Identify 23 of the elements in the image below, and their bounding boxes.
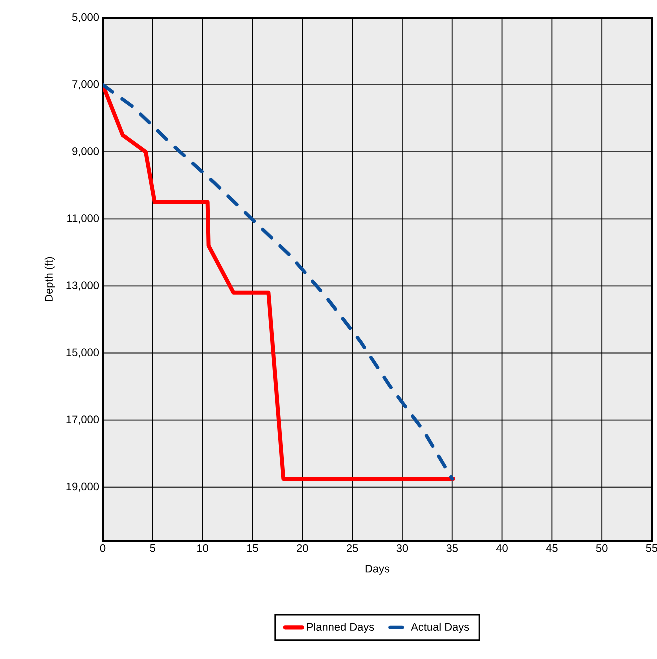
y-tick-label: 19,000	[66, 482, 100, 492]
y-tick-label: 7,000	[72, 80, 100, 90]
x-tick-label: 5	[150, 544, 156, 552]
x-tick-label: 10	[198, 544, 208, 552]
y-tick-label: 17,000	[66, 416, 100, 425]
x-tick-label: 25	[347, 544, 358, 552]
y-tick-label: 11,000	[68, 214, 100, 224]
x-tick-label: 15	[247, 544, 258, 552]
y-tick-label: 15,000	[66, 348, 100, 358]
x-tick-label: 50	[596, 544, 608, 552]
y-tick-label: 9,000	[72, 148, 100, 157]
x-tick-label: 40	[496, 544, 508, 552]
x-axis-title: Days	[366, 565, 390, 575]
x-tick-label: 45	[546, 544, 558, 552]
legend-label: Actual Days	[411, 622, 470, 634]
legend-label: Planned Days	[307, 622, 374, 634]
x-tick-label: 0	[100, 544, 106, 552]
y-tick-label: 13,000	[66, 282, 100, 291]
x-tick-label: 30	[396, 544, 408, 552]
y-axis-title: Depth (ft)	[44, 257, 56, 302]
y-tick-label: 5,000	[72, 13, 100, 23]
x-tick-label: 20	[297, 544, 308, 552]
x-tick-label: 35	[446, 544, 458, 552]
